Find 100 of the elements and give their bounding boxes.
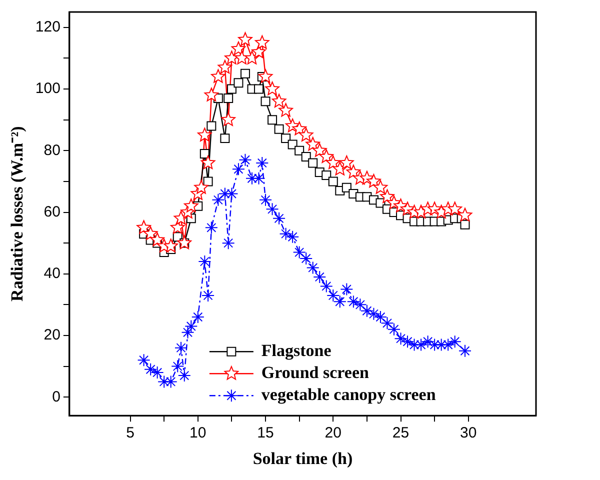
point (458, 344, 472, 358)
point (164, 238, 178, 252)
x-axis-title: Solar time (h) (252, 449, 353, 468)
y-tick-label: 40 (44, 265, 60, 282)
y-tick-label: 0 (52, 388, 60, 406)
point (150, 232, 164, 246)
point (448, 202, 462, 216)
x-tick-label: 20 (324, 424, 342, 442)
point (174, 210, 188, 225)
point (200, 155, 216, 170)
point (279, 227, 292, 240)
point (181, 326, 194, 339)
point (308, 158, 318, 168)
point (221, 112, 236, 126)
point (137, 354, 150, 367)
y-tick-label: 60 (44, 203, 60, 220)
point (202, 288, 215, 302)
point (401, 335, 414, 348)
point (234, 78, 244, 88)
point (326, 288, 340, 302)
point (143, 226, 158, 240)
point (232, 162, 245, 176)
point (333, 295, 346, 308)
point (366, 174, 381, 188)
point (256, 156, 269, 170)
x-tick-label: 10 (190, 424, 206, 442)
point (312, 143, 327, 157)
point (252, 44, 266, 58)
point (442, 338, 455, 352)
point (226, 84, 236, 94)
point (408, 338, 421, 352)
point (252, 172, 266, 185)
x-tick-label: 30 (460, 424, 477, 442)
point (198, 128, 212, 142)
point (206, 121, 216, 131)
point (244, 50, 260, 64)
point (238, 153, 252, 166)
point (340, 155, 354, 170)
point (274, 124, 284, 134)
point (254, 84, 264, 94)
point (258, 69, 273, 83)
legend-label: Ground screen (261, 362, 370, 382)
point (204, 88, 219, 102)
point (231, 41, 246, 56)
point (200, 148, 210, 158)
point (170, 220, 185, 234)
point (313, 270, 326, 284)
point (458, 208, 472, 222)
point (266, 202, 279, 216)
point (320, 280, 333, 293)
point (218, 60, 232, 74)
legend-label: vegetable canopy screen (261, 384, 436, 404)
point (278, 103, 293, 117)
point (203, 176, 213, 186)
point (225, 187, 238, 200)
point (294, 146, 304, 156)
y-tick-label: 120 (35, 18, 60, 36)
point (388, 322, 400, 336)
point (414, 338, 428, 352)
point (288, 140, 298, 150)
point (340, 282, 354, 296)
point (191, 310, 204, 324)
point (306, 261, 320, 274)
point (136, 220, 151, 234)
x-tick-label: 5 (126, 424, 134, 442)
point (158, 375, 171, 388)
point (272, 212, 286, 225)
point (184, 198, 198, 212)
point (212, 193, 225, 206)
point (254, 35, 270, 49)
y-tick-label: 20 (44, 326, 60, 344)
point (204, 221, 218, 234)
point (354, 298, 367, 312)
point (300, 252, 313, 265)
point (259, 193, 272, 206)
point (218, 187, 232, 200)
point (306, 136, 320, 151)
point (224, 50, 239, 64)
point (373, 180, 388, 194)
legend-label: Flagstone (261, 340, 332, 360)
point (298, 128, 314, 142)
point (460, 220, 470, 230)
point (268, 115, 278, 125)
point (246, 172, 258, 185)
point (286, 230, 300, 244)
point (319, 149, 334, 163)
point (380, 316, 394, 330)
point (211, 69, 226, 83)
point (367, 307, 380, 320)
point (322, 170, 332, 180)
y-tick-label: 80 (44, 142, 60, 159)
point (434, 338, 448, 352)
point (144, 362, 158, 376)
point (328, 176, 338, 186)
point (240, 68, 250, 78)
point (184, 320, 198, 333)
point (394, 332, 408, 346)
point (421, 335, 434, 348)
point (174, 341, 188, 354)
point (234, 50, 250, 64)
